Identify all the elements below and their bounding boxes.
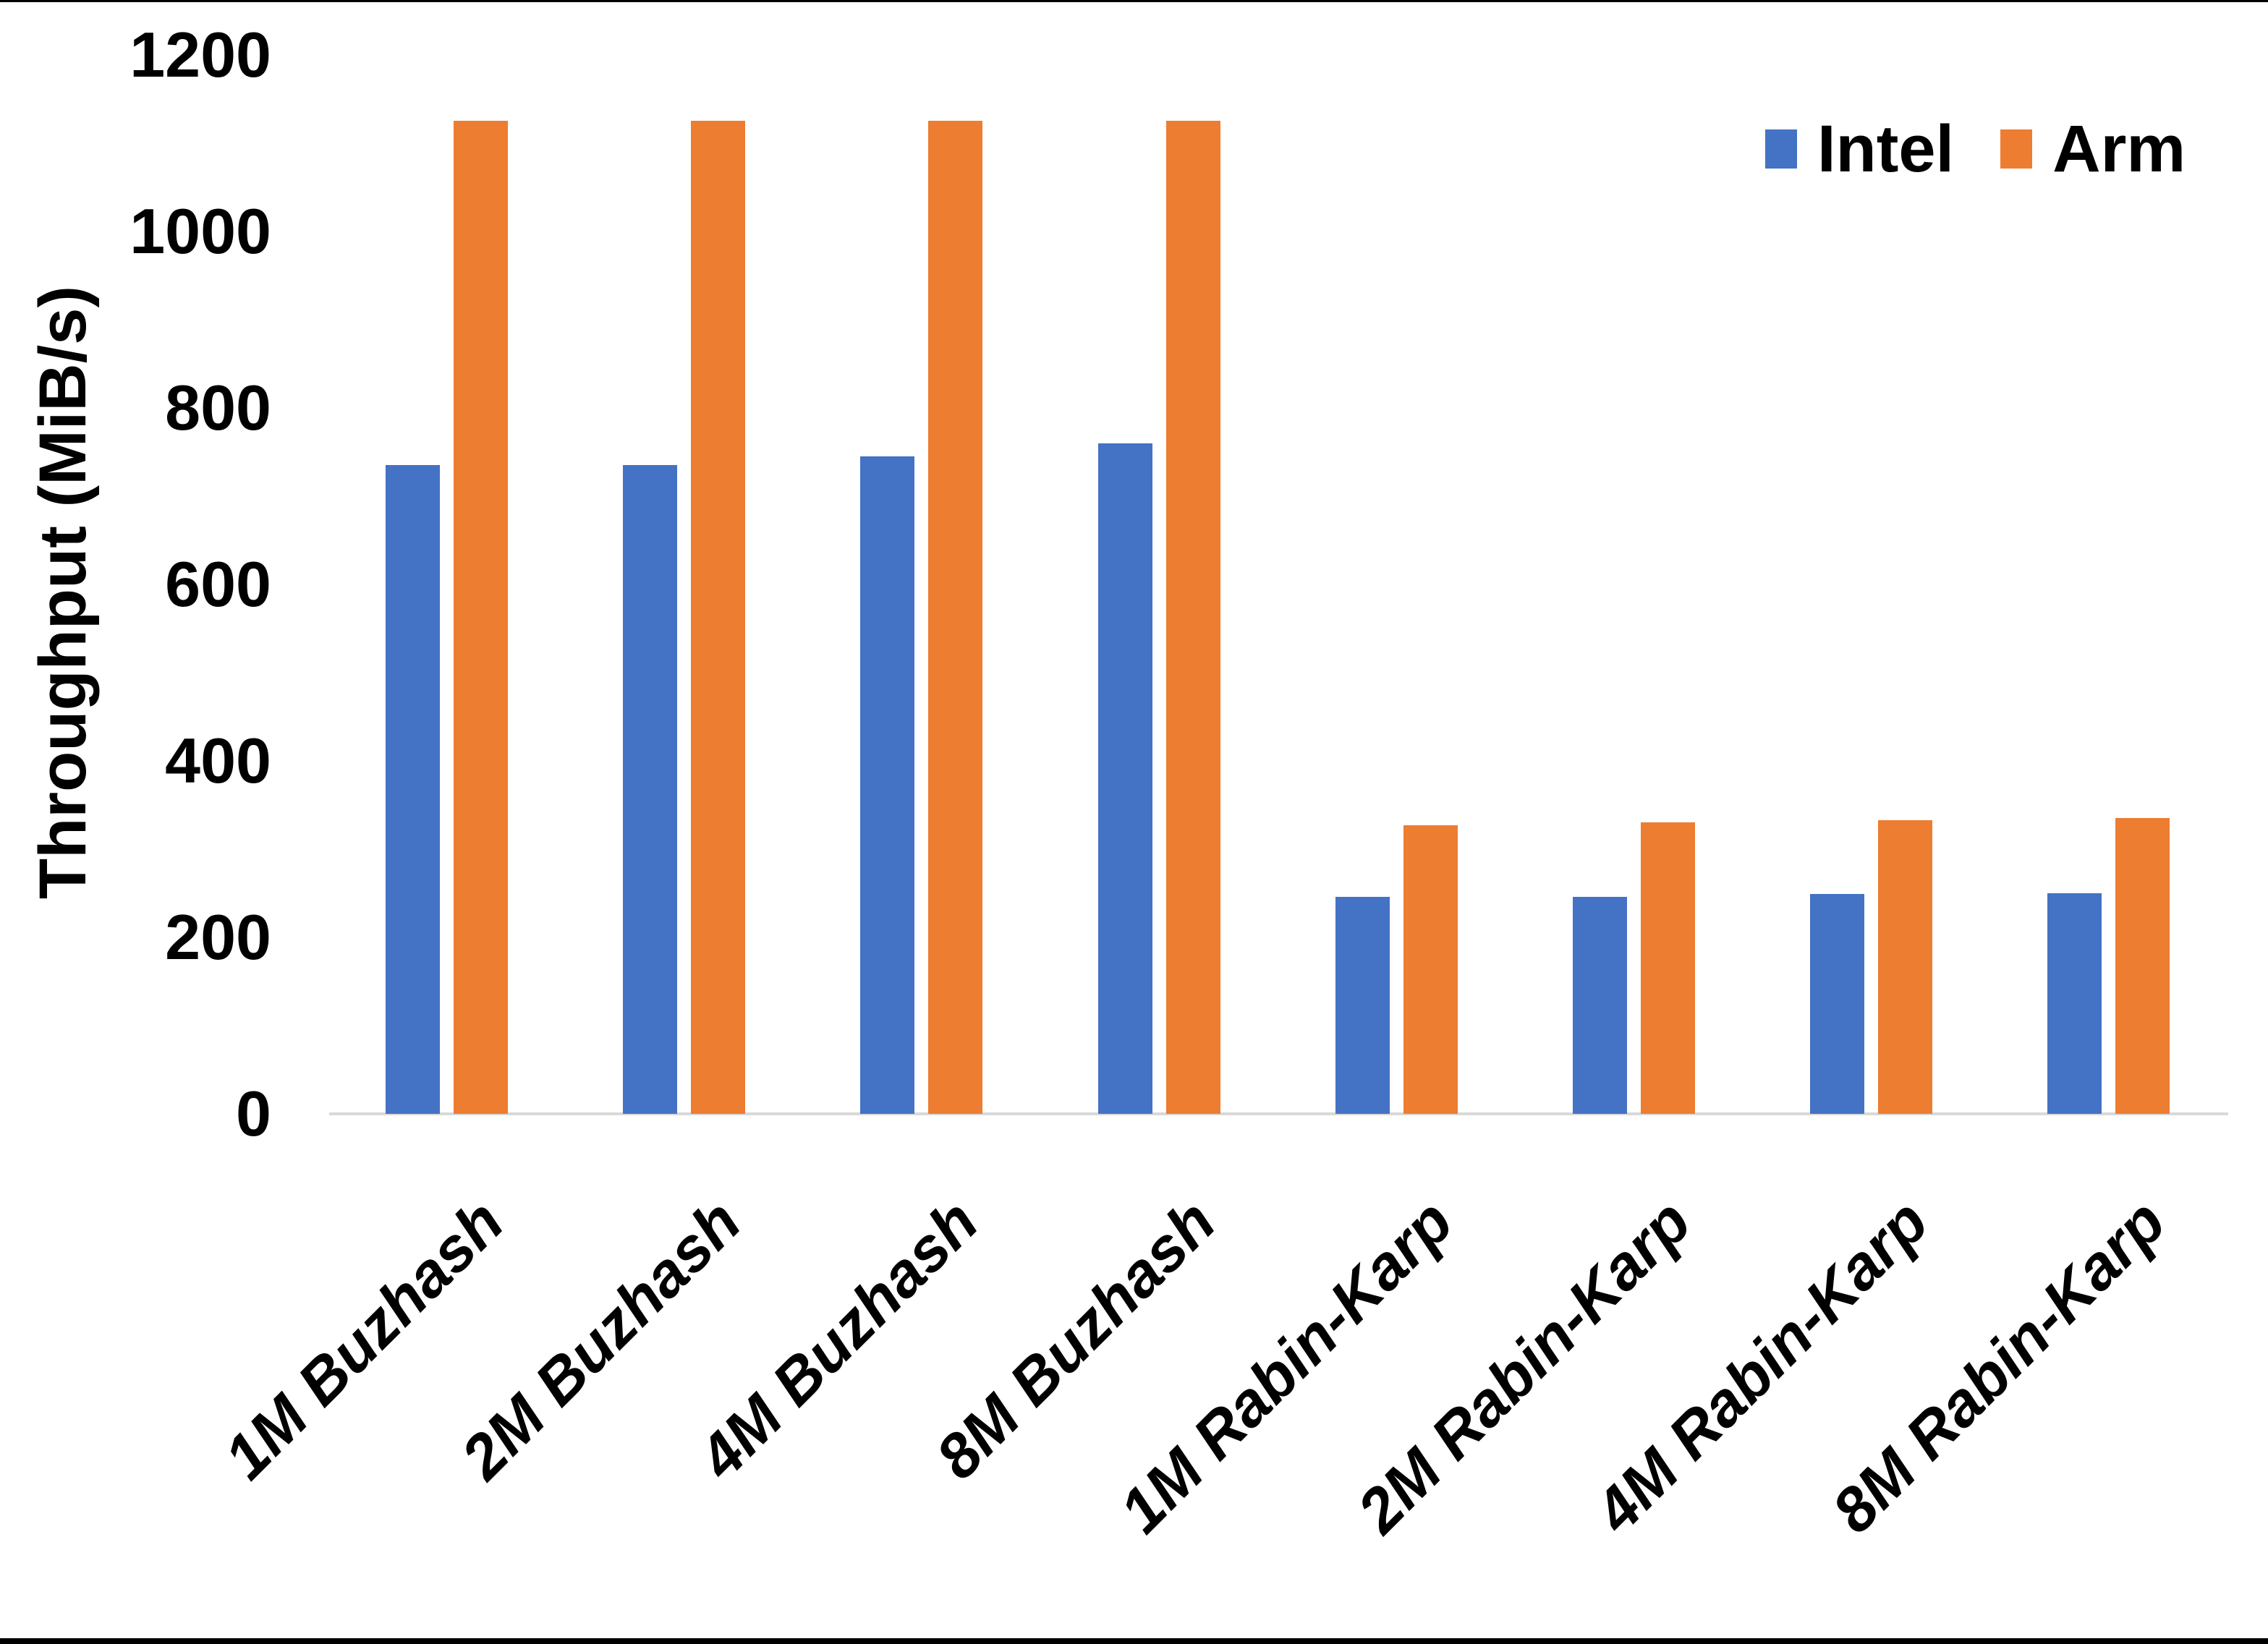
bar-intel-8m-buzhash [1097, 443, 1152, 1114]
bar-intel-1m-rabin-karp [1335, 897, 1390, 1114]
legend-label-intel: Intel [1817, 112, 1955, 186]
bar-arm-1m-buzhash [454, 121, 508, 1114]
legend: Intel Arm [1765, 116, 2186, 182]
y-tick-label-0: 0 [236, 1078, 271, 1149]
bar-arm-2m-rabin-karp [1641, 822, 1695, 1114]
bar-intel-1m-buzhash [386, 465, 440, 1114]
bar-intel-4m-buzhash [860, 456, 915, 1114]
bar-arm-8m-buzhash [1165, 121, 1220, 1114]
bar-intel-8m-rabin-karp [2047, 893, 2102, 1114]
bar-intel-2m-buzhash [623, 465, 678, 1114]
y-tick-label-1000: 1000 [129, 195, 271, 267]
bar-arm-4m-buzhash [928, 121, 983, 1114]
bar-intel-2m-rabin-karp [1573, 897, 1627, 1114]
y-tick-label-1200: 1200 [129, 19, 271, 90]
y-tick-label-200: 200 [165, 901, 271, 973]
y-tick-label-400: 400 [165, 725, 271, 796]
legend-swatch-intel [1765, 129, 1797, 169]
legend-label-arm: Arm [2052, 112, 2186, 186]
y-tick-label-800: 800 [165, 372, 271, 443]
bar-arm-4m-rabin-karp [1878, 820, 1933, 1114]
bottom-border [0, 1638, 2268, 1644]
legend-item-intel: Intel [1765, 116, 1954, 182]
x-axis-line [329, 1112, 2228, 1115]
y-tick-label-600: 600 [165, 548, 271, 620]
bar-arm-2m-buzhash [691, 121, 746, 1114]
bar-arm-8m-rabin-karp [2115, 818, 2170, 1114]
bar-arm-1m-rabin-karp [1403, 825, 1458, 1114]
legend-item-arm: Arm [2000, 116, 2186, 182]
legend-swatch-arm [2000, 129, 2033, 169]
bar-intel-4m-rabin-karp [1810, 894, 1865, 1114]
top-border [0, 0, 2268, 2]
